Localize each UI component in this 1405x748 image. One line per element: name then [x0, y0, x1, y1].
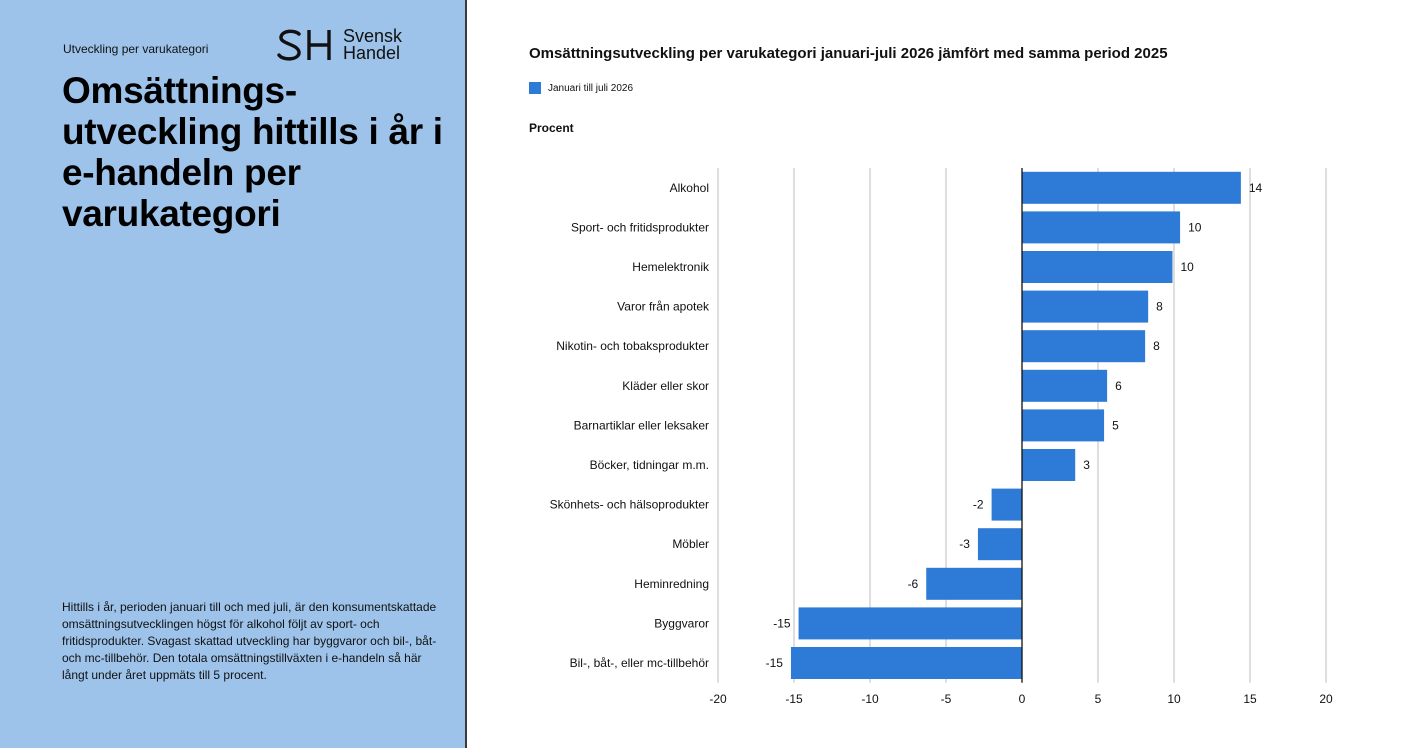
- data-label: 14: [1249, 181, 1263, 195]
- x-tick-label: -20: [709, 692, 727, 706]
- bar: [1022, 211, 1181, 244]
- category-label: Böcker, tidningar m.m.: [590, 458, 709, 472]
- category-label: Heminredning: [634, 577, 709, 591]
- logo-wordmark: Svensk Handel: [343, 26, 403, 63]
- data-label: 10: [1180, 260, 1194, 274]
- chart-title: Omsättningsutveckling per varukategori j…: [529, 45, 1168, 62]
- category-label: Bil-, båt-, eller mc-tillbehör: [570, 656, 709, 670]
- x-tick-label: 15: [1243, 692, 1257, 706]
- bar-chart: Alkohol 14 Sport- och fritidsprodukter 10 He…: [550, 168, 1333, 706]
- data-label: 5: [1112, 418, 1119, 432]
- left-panel: Utveckling per varukategori Svensk Hande…: [0, 0, 467, 748]
- bar: [1022, 409, 1105, 442]
- data-label: -15: [773, 616, 791, 630]
- bar: [926, 567, 1022, 600]
- category-label: Sport- och fritidsprodukter: [571, 220, 709, 234]
- category-label: Skönhets- och hälsoprodukter: [550, 498, 709, 512]
- category-label: Barnartiklar eller leksaker: [574, 418, 709, 432]
- bar: [1022, 330, 1146, 363]
- bar: [798, 607, 1022, 640]
- data-label: 8: [1153, 339, 1160, 353]
- data-label: -3: [959, 537, 970, 551]
- x-tick-label: 0: [1019, 692, 1026, 706]
- page-headline: Omsättnings-utveckling hittills i år i e…: [62, 70, 443, 234]
- bar: [1022, 290, 1149, 323]
- category-label: Möbler: [672, 537, 709, 551]
- logo-line-2: Handel: [343, 43, 401, 63]
- legend-swatch: [529, 82, 541, 94]
- category-label: Byggvaror: [654, 616, 709, 630]
- category-label: Hemelektronik: [632, 260, 710, 274]
- bar: [1022, 251, 1173, 283]
- y-axis-unit-label: Procent: [529, 121, 574, 135]
- category-label: Nikotin- och tobaksprodukter: [556, 339, 709, 353]
- legend-label: Januari till juli 2026: [548, 82, 634, 94]
- category-label: Kläder eller skor: [622, 379, 709, 393]
- section-kicker: Utveckling per varukategori: [63, 42, 209, 56]
- data-label: -2: [973, 498, 984, 512]
- x-tick-label: 10: [1167, 692, 1181, 706]
- x-tick-label: -10: [861, 692, 879, 706]
- bar: [977, 528, 1022, 561]
- x-tick-label: -5: [941, 692, 952, 706]
- data-label: 3: [1083, 458, 1090, 472]
- bar: [1022, 369, 1108, 402]
- bar: [1022, 171, 1241, 204]
- data-label: 8: [1156, 300, 1163, 314]
- category-label: Varor från apotek: [617, 300, 710, 314]
- data-label: 10: [1188, 220, 1202, 234]
- data-label: -6: [908, 577, 919, 591]
- chart-legend: Januari till juli 2026: [529, 82, 633, 94]
- logo-line-1: Svensk: [343, 26, 403, 46]
- data-label: 6: [1115, 379, 1122, 393]
- sh-logo-icon: [277, 29, 331, 61]
- category-label: Alkohol: [670, 181, 709, 195]
- svensk-handel-logo: Svensk Handel: [277, 26, 402, 64]
- bar: [1022, 449, 1076, 481]
- x-tick-label: -15: [785, 692, 803, 706]
- summary-text: Hittills i år, perioden januari till och…: [62, 600, 437, 682]
- data-label: -15: [766, 656, 784, 670]
- x-tick-label: 20: [1319, 692, 1333, 706]
- bar: [991, 488, 1022, 521]
- bar: [790, 647, 1022, 679]
- x-tick-label: 5: [1095, 692, 1102, 706]
